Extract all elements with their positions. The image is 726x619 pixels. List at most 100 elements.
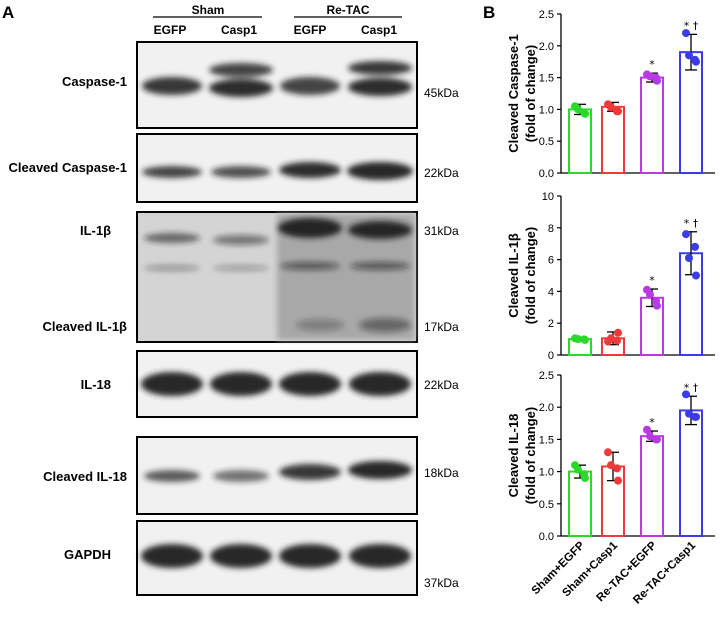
significance-marker: * bbox=[649, 416, 655, 429]
lane-label-sham-egfp: EGFP bbox=[154, 23, 187, 37]
lane-label-sham-casp1: Casp1 bbox=[221, 23, 257, 37]
data-point bbox=[613, 107, 621, 116]
data-point bbox=[607, 461, 615, 470]
mw-cleaved-il-1b: 17kDa bbox=[424, 320, 459, 334]
y-tick-label: 1.5 bbox=[539, 434, 554, 446]
data-point bbox=[580, 335, 588, 344]
blot-label-il-1b: IL-1β bbox=[80, 223, 111, 238]
y-axis-label-line: (fold of change) bbox=[523, 45, 538, 143]
data-point bbox=[691, 55, 699, 64]
y-tick-label: 2.5 bbox=[539, 9, 554, 21]
blot-cleaved-il-18: Cleaved IL-18 18kDa bbox=[43, 436, 459, 515]
data-point bbox=[613, 336, 621, 345]
data-point bbox=[646, 432, 654, 441]
data-point bbox=[652, 73, 660, 82]
y-tick-label: 0.5 bbox=[539, 499, 554, 511]
group-label-retac: Re-TAC bbox=[326, 3, 369, 17]
data-point bbox=[682, 230, 690, 239]
mw-gapdh: 37kDa bbox=[424, 576, 459, 590]
significance-marker: * † bbox=[684, 19, 699, 32]
bar-re-tac-egfp bbox=[640, 435, 664, 537]
blot-il-1b: IL-1β Cleaved IL-1β 31kDa 17kDa bbox=[42, 211, 459, 343]
y-axis-label-line: Cleaved IL-18 bbox=[506, 414, 521, 498]
bar-sham-egfp bbox=[568, 108, 592, 174]
significance-marker: * † bbox=[684, 217, 699, 230]
panel-a-letter: A bbox=[2, 3, 14, 22]
chart-2: 0 2 4 6 8 10 Cleaved IL-1β (fold of change) * * † bbox=[506, 191, 715, 362]
data-point bbox=[607, 103, 615, 112]
significance-marker: * bbox=[649, 274, 655, 287]
y-tick-label: 8 bbox=[548, 223, 554, 235]
mw-caspase-1: 45kDa bbox=[424, 86, 459, 100]
data-point bbox=[685, 409, 693, 418]
bar-re-tac-egfp bbox=[640, 76, 664, 174]
mw-il-1b: 31kDa bbox=[424, 224, 459, 238]
data-point bbox=[682, 29, 690, 38]
y-axis-label-line: (fold of change) bbox=[523, 227, 538, 325]
mw-cleaved-il-18: 18kDa bbox=[424, 466, 459, 480]
data-point bbox=[614, 476, 622, 485]
data-point bbox=[692, 271, 700, 280]
chart-3: 0.0 0.5 1.0 1.5 2.0 2.5 Cleaved IL-18 (fold of … bbox=[506, 370, 715, 606]
data-point bbox=[574, 465, 582, 474]
data-point bbox=[614, 328, 622, 337]
data-point bbox=[643, 425, 651, 434]
lane-label-retac-egfp: EGFP bbox=[294, 23, 327, 37]
data-point bbox=[580, 470, 588, 479]
group-label-sham: Sham bbox=[192, 3, 225, 17]
y-tick-label: 0 bbox=[548, 350, 554, 362]
y-axis-label-line: Cleaved Caspase-1 bbox=[506, 34, 521, 153]
data-point bbox=[574, 105, 582, 114]
significance-marker: * bbox=[649, 58, 655, 71]
blot-gapdh: GAPDH 37kDa bbox=[64, 520, 459, 596]
data-point bbox=[646, 290, 654, 299]
chart-1: 0.0 0.5 1.0 1.5 2.0 2.5 Cleaved Caspase-1 (fold… bbox=[506, 9, 715, 180]
data-point bbox=[691, 412, 699, 421]
y-tick-label: 2.0 bbox=[539, 41, 554, 53]
data-point bbox=[607, 334, 615, 343]
y-axis-label: Cleaved Caspase-1 (fold of change) bbox=[506, 34, 538, 153]
data-point bbox=[604, 448, 612, 457]
data-point bbox=[682, 390, 690, 399]
data-point bbox=[646, 72, 654, 81]
y-axis-label-line: Cleaved IL-1β bbox=[506, 233, 521, 318]
y-tick-label: 1.0 bbox=[539, 104, 554, 116]
mw-il-18: 22kDa bbox=[424, 378, 459, 392]
data-point bbox=[613, 464, 621, 473]
y-tick-label: 0.0 bbox=[539, 531, 554, 543]
data-point bbox=[685, 51, 693, 60]
y-tick-label: 1.5 bbox=[539, 73, 554, 85]
y-tick-label: 2.0 bbox=[539, 402, 554, 414]
blot-label-cleaved-caspase-1: Cleaved Caspase-1 bbox=[8, 160, 127, 175]
y-axis-label-line: (fold of change) bbox=[523, 407, 538, 505]
significance-marker: * † bbox=[684, 381, 699, 394]
blot-cleaved-caspase-1: Cleaved Caspase-1 22kDa bbox=[8, 133, 459, 203]
y-tick-label: 2.5 bbox=[539, 370, 554, 382]
data-point bbox=[691, 242, 699, 251]
blot-label-cleaved-il-1b: Cleaved IL-1β bbox=[42, 319, 127, 334]
y-tick-label: 0.0 bbox=[539, 168, 554, 180]
data-point bbox=[580, 108, 588, 117]
bar-re-tac-casp1 bbox=[679, 409, 703, 538]
bar-sham-egfp bbox=[568, 470, 592, 538]
y-tick-label: 1.0 bbox=[539, 467, 554, 479]
y-tick-label: 0.5 bbox=[539, 136, 554, 148]
group-header-sham: Sham bbox=[153, 3, 262, 18]
y-tick-label: 4 bbox=[548, 286, 554, 298]
lane-label-retac-casp1: Casp1 bbox=[361, 23, 397, 37]
mw-cleaved-caspase-1: 22kDa bbox=[424, 166, 459, 180]
y-tick-label: 2 bbox=[548, 318, 554, 330]
blot-il-18: IL-18 22kDa bbox=[81, 350, 459, 418]
blot-label-il-18: IL-18 bbox=[81, 377, 111, 392]
data-point bbox=[652, 435, 660, 444]
data-point bbox=[574, 335, 582, 344]
bar-sham-casp1 bbox=[601, 105, 625, 174]
blot-label-cleaved-il-18: Cleaved IL-18 bbox=[43, 469, 127, 484]
y-axis-label: Cleaved IL-1β (fold of change) bbox=[506, 227, 538, 325]
y-tick-label: 6 bbox=[548, 255, 554, 267]
blot-caspase-1: Caspase-1 45kDa bbox=[62, 41, 459, 129]
y-tick-label: 10 bbox=[542, 191, 554, 203]
data-point bbox=[685, 254, 693, 263]
